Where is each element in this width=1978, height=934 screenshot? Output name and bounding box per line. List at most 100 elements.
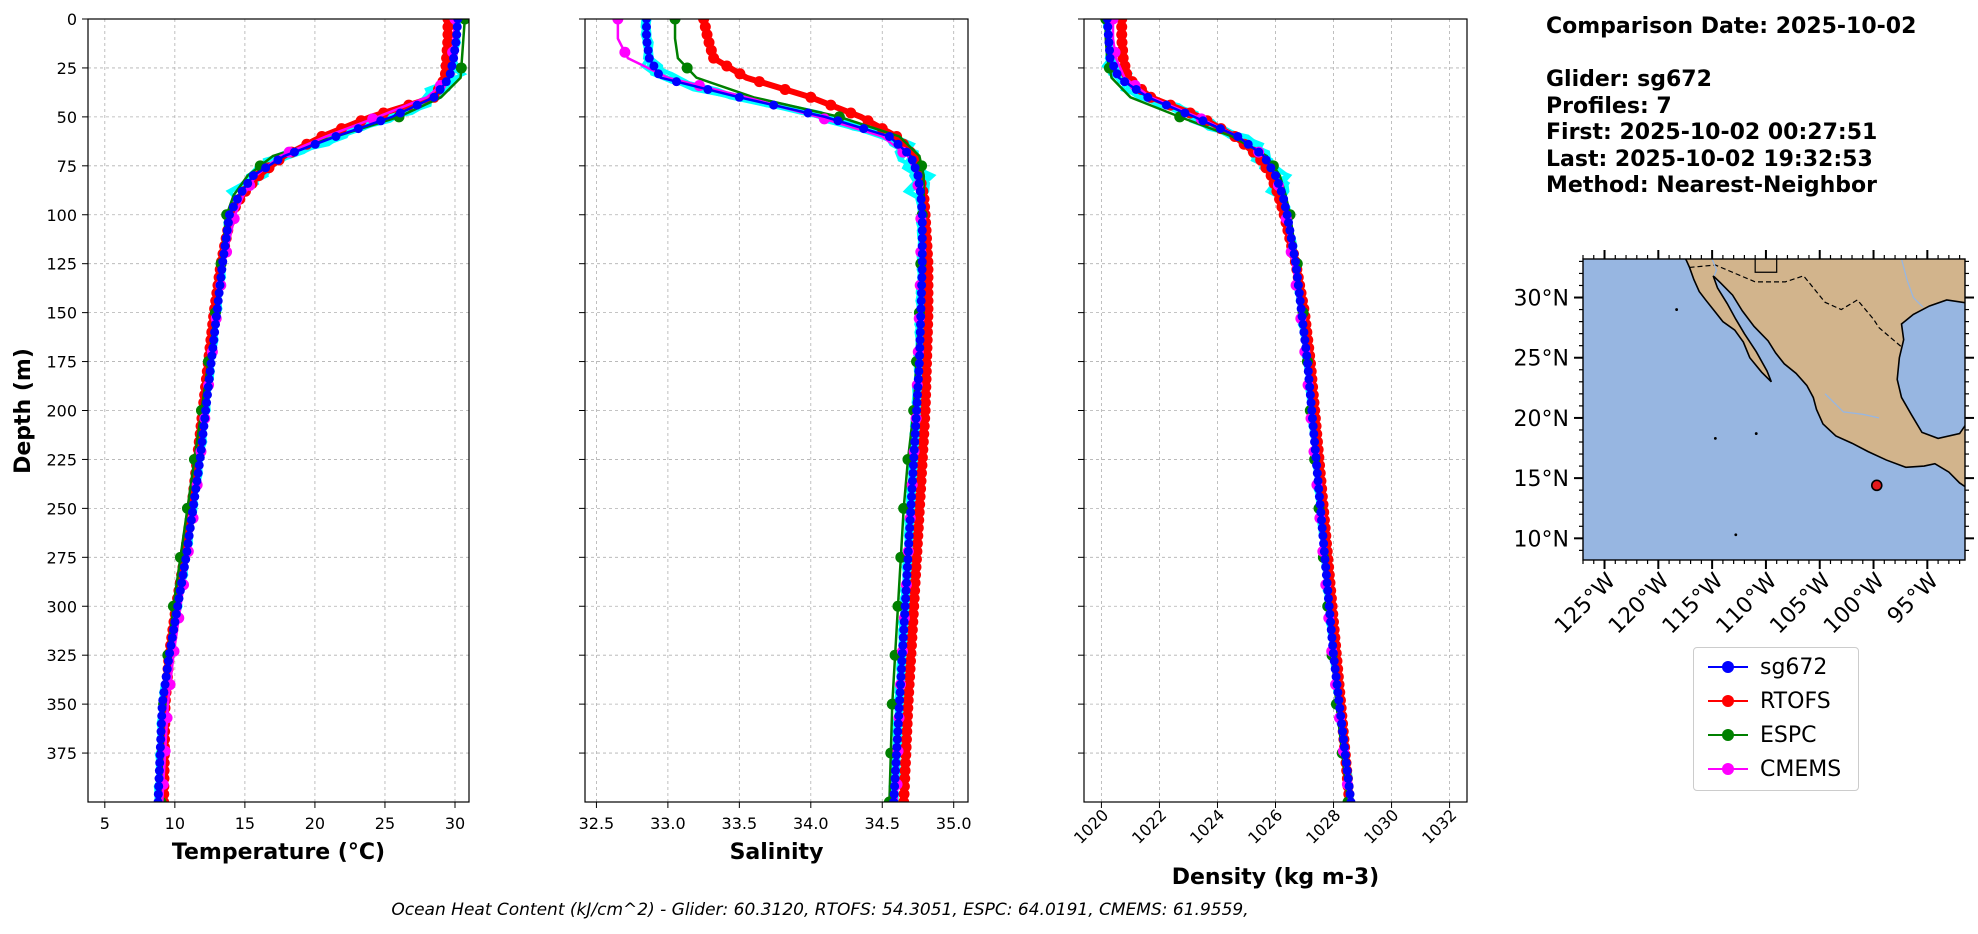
- data-point-sg672: [166, 640, 176, 650]
- data-point-sg672: [653, 69, 663, 79]
- data-point-sg672: [181, 554, 191, 564]
- x-tick-label: 20: [305, 814, 325, 833]
- data-point-rtofs: [779, 83, 791, 95]
- data-point-rtofs: [721, 60, 733, 72]
- data-point-sg672: [897, 648, 907, 658]
- data-point-rtofs: [902, 702, 914, 714]
- data-point-rtofs: [734, 68, 746, 80]
- data-point-sg672: [915, 351, 925, 361]
- y-tick-label: 375: [46, 744, 77, 763]
- data-point-sg672: [916, 194, 926, 204]
- data-point-sg672: [191, 484, 201, 494]
- data-point-rtofs: [907, 608, 919, 620]
- data-point-sg672: [769, 100, 779, 110]
- data-point-rtofs: [922, 303, 934, 315]
- data-point-sg672: [912, 406, 922, 415]
- data-point-sg672: [913, 171, 923, 181]
- data-point-rtofs: [908, 592, 920, 604]
- series-sg672: [153, 19, 463, 802]
- data-point-rtofs: [913, 506, 925, 518]
- y-tick-label: 275: [46, 548, 77, 567]
- data-point-sg672: [1294, 288, 1304, 298]
- data-point-sg672: [907, 492, 917, 502]
- data-point-rtofs: [917, 444, 929, 456]
- data-point-sg672: [1103, 22, 1113, 32]
- data-point-sg672: [218, 257, 228, 267]
- data-point-sg672: [452, 30, 462, 40]
- data-point-sg672: [1296, 304, 1306, 314]
- river-brazos: [1900, 259, 1924, 308]
- data-point-sg672: [890, 774, 900, 784]
- data-point-rtofs: [909, 585, 921, 597]
- data-point-sg672: [261, 163, 271, 173]
- data-point-sg672: [895, 687, 905, 697]
- data-point-sg672: [1315, 499, 1325, 509]
- data-point-rtofs: [913, 514, 925, 526]
- island: [1713, 436, 1717, 440]
- data-point-rtofs: [905, 647, 917, 659]
- data-point-sg672: [1305, 382, 1315, 392]
- data-point-sg672: [1280, 202, 1290, 212]
- ohc-footer: Ocean Heat Content (kJ/cm^2) - Glider: 6…: [391, 900, 1249, 920]
- data-point-sg672: [917, 210, 927, 220]
- data-point-sg672: [173, 601, 183, 611]
- data-point-sg672: [196, 445, 206, 455]
- x-tick-label: 5: [100, 814, 110, 833]
- data-point-sg672: [1261, 155, 1271, 165]
- data-point-sg672: [891, 750, 901, 760]
- data-point-sg672: [916, 288, 926, 298]
- y-tick-label: 225: [46, 450, 77, 469]
- data-point-rtofs: [914, 491, 926, 503]
- data-point-rtofs: [915, 483, 927, 495]
- data-point-sg672: [154, 766, 164, 776]
- data-point-sg672: [1321, 562, 1331, 572]
- data-point-sg672: [1326, 617, 1336, 627]
- data-point-sg672: [1290, 257, 1300, 267]
- data-point-sg672: [1337, 719, 1347, 729]
- data-point-sg672: [353, 124, 363, 134]
- data-point-sg672: [1339, 734, 1349, 744]
- map-lon-label: 95°W: [1883, 568, 1944, 629]
- data-point-rtofs: [708, 52, 720, 64]
- data-point-sg672: [917, 272, 927, 282]
- data-point-sg672: [901, 578, 911, 588]
- data-point-sg672: [1233, 131, 1243, 141]
- y-tick-label: 25: [57, 59, 77, 78]
- data-point-sg672: [803, 108, 813, 118]
- data-point-sg672: [451, 37, 461, 47]
- data-point-sg672: [1323, 593, 1333, 603]
- profile-panel-1: 0 25 50 75 100 125 150 175 200 225 250 275 300 325 350…: [11, 10, 470, 865]
- data-point-sg672: [903, 554, 913, 564]
- data-point-sg672: [185, 523, 195, 533]
- y-tick-label: 325: [46, 646, 77, 665]
- data-point-rtofs: [912, 522, 924, 534]
- legend-marker-sg672: [1722, 661, 1734, 673]
- data-point-sg672: [894, 711, 904, 721]
- data-point-sg672: [703, 84, 713, 94]
- data-point-rtofs: [903, 686, 915, 698]
- data-point-sg672: [894, 703, 904, 713]
- data-point-rtofs: [901, 726, 913, 738]
- data-point-sg672: [1340, 750, 1350, 760]
- legend-marker-rtofs: [1722, 695, 1734, 707]
- data-point-sg672: [171, 609, 181, 619]
- data-point-sg672: [1326, 625, 1336, 635]
- info-block: Comparison Date: 2025-10-02 Glider: sg672…: [1546, 14, 1916, 200]
- data-point-sg672: [1243, 139, 1253, 149]
- data-point-sg672: [917, 241, 927, 251]
- x-tick-label: 25: [375, 814, 395, 833]
- data-point-sg672: [902, 570, 912, 580]
- data-point-sg672: [900, 601, 910, 611]
- data-point-sg672: [1103, 30, 1113, 40]
- data-point-sg672: [192, 476, 202, 486]
- data-point-sg672: [671, 77, 681, 87]
- x-tick-label: 10: [165, 814, 185, 833]
- data-point-sg672: [902, 562, 912, 572]
- data-point-sg672: [1300, 335, 1310, 345]
- data-point-sg672: [1143, 92, 1153, 102]
- data-point-sg672: [913, 382, 923, 392]
- data-point-sg672: [222, 225, 232, 235]
- data-point-sg672: [156, 734, 166, 744]
- map-lat-label: 10°N: [1514, 527, 1569, 552]
- x-tick-label: 1020: [1070, 805, 1112, 847]
